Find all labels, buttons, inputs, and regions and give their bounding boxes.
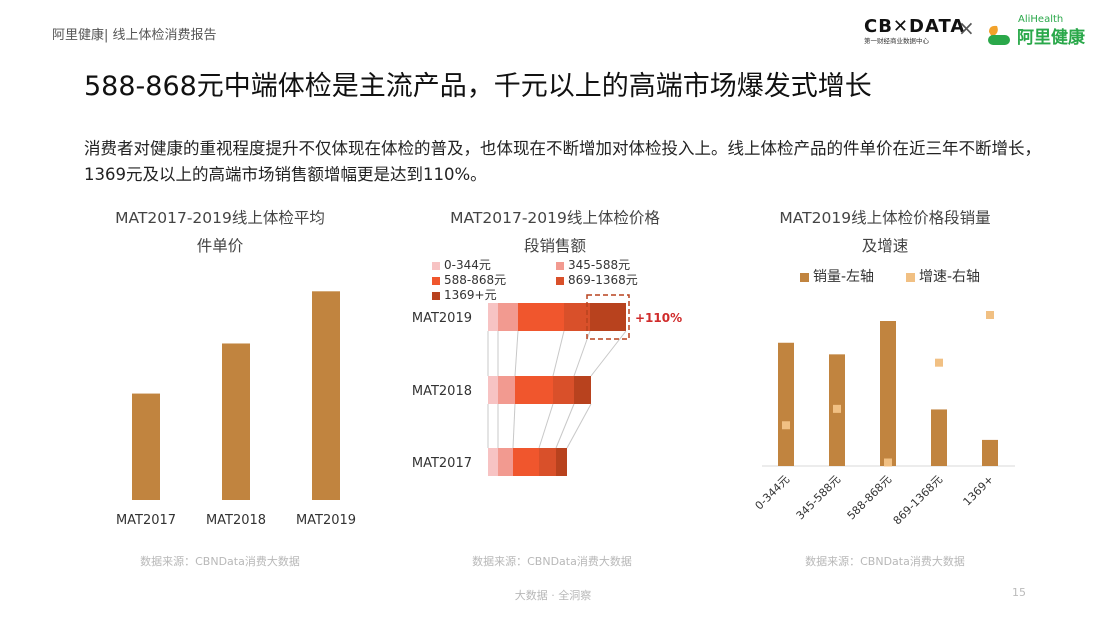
legend-swatch xyxy=(556,276,564,285)
legend-label: 1369+元 xyxy=(444,288,497,302)
alihealth-logo-cn: 阿里健康 xyxy=(1017,28,1085,48)
bar-segment xyxy=(553,376,574,404)
legend-swatch xyxy=(556,261,564,270)
legend-item: 销量-左轴 xyxy=(800,266,874,286)
bar-segment xyxy=(515,376,553,404)
growth-marker xyxy=(884,458,892,467)
bar-mat2018 xyxy=(222,343,250,500)
x-tick-label: MAT2019 xyxy=(296,513,356,528)
volume-bar xyxy=(982,439,998,466)
volume-bar xyxy=(880,321,896,466)
chart-3-title-line2: 及增速 xyxy=(861,237,909,255)
x-tick-label: 869-1368元 xyxy=(891,473,945,527)
bar-segment xyxy=(539,448,556,476)
bar-segment xyxy=(513,448,539,476)
legend-item: 588-868元 xyxy=(432,271,506,288)
x-tick-label: 1369+ xyxy=(961,473,997,509)
cbndata-logo: CB✕DATA 第一财经商业数据中心 xyxy=(864,16,965,45)
y-tick-label: MAT2017 xyxy=(412,456,472,471)
legend-swatch xyxy=(432,276,440,285)
growth-marker xyxy=(986,311,994,319)
legend-label: 0-344元 xyxy=(444,258,491,272)
growth-marker xyxy=(782,421,790,430)
x-tick-label: 345-588元 xyxy=(794,473,843,522)
bar-segment xyxy=(564,303,590,331)
chart-2-title-line2: 段销售额 xyxy=(523,237,586,255)
alihealth-logo: AliHealth 阿里健康 xyxy=(986,14,1085,48)
legend-swatch xyxy=(800,272,809,282)
x-tick-label: 0-344元 xyxy=(753,473,793,513)
connector-line xyxy=(566,403,592,449)
legend-item: 0-344元 xyxy=(432,256,491,273)
cbndata-logo-subtitle: 第一财经商业数据中心 xyxy=(864,37,929,45)
y-tick-label: MAT2019 xyxy=(412,311,472,326)
growth-marker xyxy=(833,404,841,413)
legend-item: 869-1368元 xyxy=(556,271,638,288)
x-tick-label: MAT2017 xyxy=(116,513,176,528)
chart-3-source: 数据来源：CBNData消费大数据 xyxy=(805,555,965,568)
times-icon: × xyxy=(958,16,975,40)
legend-label: 869-1368元 xyxy=(568,273,638,287)
chart-1-source: 数据来源：CBNData消费大数据 xyxy=(140,555,300,568)
bar-segment xyxy=(488,303,498,331)
footer-tagline: 大数据 · 全洞察 xyxy=(514,589,592,602)
bar-mat2019 xyxy=(312,291,340,500)
chart-1-title-line1: MAT2017-2019线上体检平均 xyxy=(115,209,325,227)
legend-item: 增速-右轴 xyxy=(906,266,980,286)
legend-label: 345-588元 xyxy=(568,258,631,272)
growth-marker xyxy=(935,358,943,367)
bar-segment xyxy=(498,376,515,404)
chart-1-title-line2: 件单价 xyxy=(196,237,244,255)
bar-segment xyxy=(574,376,591,404)
connector-line xyxy=(552,330,565,377)
legend-swatch xyxy=(432,291,440,300)
legend-label: 588-868元 xyxy=(444,273,507,287)
chart-avg-unit-price: MAT2017 MAT2018 MAT2019 xyxy=(116,291,356,528)
bar-mat2017 xyxy=(132,393,160,500)
y-tick-label: MAT2018 xyxy=(412,384,472,399)
highlight-box xyxy=(586,294,630,340)
alihealth-leaf-icon xyxy=(988,25,1010,45)
connector-line xyxy=(538,403,554,449)
legend-swatch xyxy=(906,272,915,282)
bar-segment xyxy=(488,376,498,404)
bar-segment xyxy=(590,303,626,331)
volume-bar xyxy=(931,409,947,466)
connector-line xyxy=(512,403,516,449)
bar-segment xyxy=(498,303,518,331)
chart-1-title: MAT2017-2019线上体检平均 件单价 xyxy=(90,204,350,260)
chart-2-source: 数据来源：CBNData消费大数据 xyxy=(472,555,632,568)
volume-bar xyxy=(778,342,794,466)
chart-3-title: MAT2019线上体检价格段销量 及增速 xyxy=(750,204,1020,260)
legend-label: 增速-右轴 xyxy=(919,269,981,285)
page-number: 15 xyxy=(1012,586,1026,599)
page-title: 588-868元中端体检是主流产品，千元以上的高端市场爆发式增长 xyxy=(84,71,872,102)
breadcrumb: 阿里健康| 线上体检消费报告 xyxy=(52,28,217,43)
bar-segment xyxy=(556,448,567,476)
connector-line xyxy=(555,403,575,449)
bar-segment xyxy=(488,448,498,476)
chart-price-segment-sales: MAT2019 MAT2018 MAT2017 +110% xyxy=(412,294,682,476)
legend-item: 345-588元 xyxy=(556,256,630,273)
x-tick-label: MAT2018 xyxy=(206,513,266,528)
x-tick-label: 588-868元 xyxy=(845,473,894,522)
chart-2-title: MAT2017-2019线上体检价格 段销售额 xyxy=(420,204,690,260)
connector-line xyxy=(514,330,519,377)
legend-label: 销量-左轴 xyxy=(813,269,875,285)
legend-item: 1369+元 xyxy=(432,286,497,303)
chart-3-title-line1: MAT2019线上体检价格段销量 xyxy=(779,209,991,227)
cbndata-logo-text: CB✕DATA xyxy=(864,16,966,37)
alihealth-logo-en: AliHealth xyxy=(1018,14,1064,25)
chart-2-title-line1: MAT2017-2019线上体检价格 xyxy=(450,209,660,227)
bar-segment xyxy=(518,303,564,331)
legend-swatch xyxy=(432,261,440,270)
growth-annotation: +110% xyxy=(635,311,682,325)
page-description: 消费者对健康的重视程度提升不仅体现在体检的普及，也体现在不断增加对体检投入上。线… xyxy=(84,139,1041,184)
bar-segment xyxy=(498,448,513,476)
connector-line xyxy=(590,330,627,377)
